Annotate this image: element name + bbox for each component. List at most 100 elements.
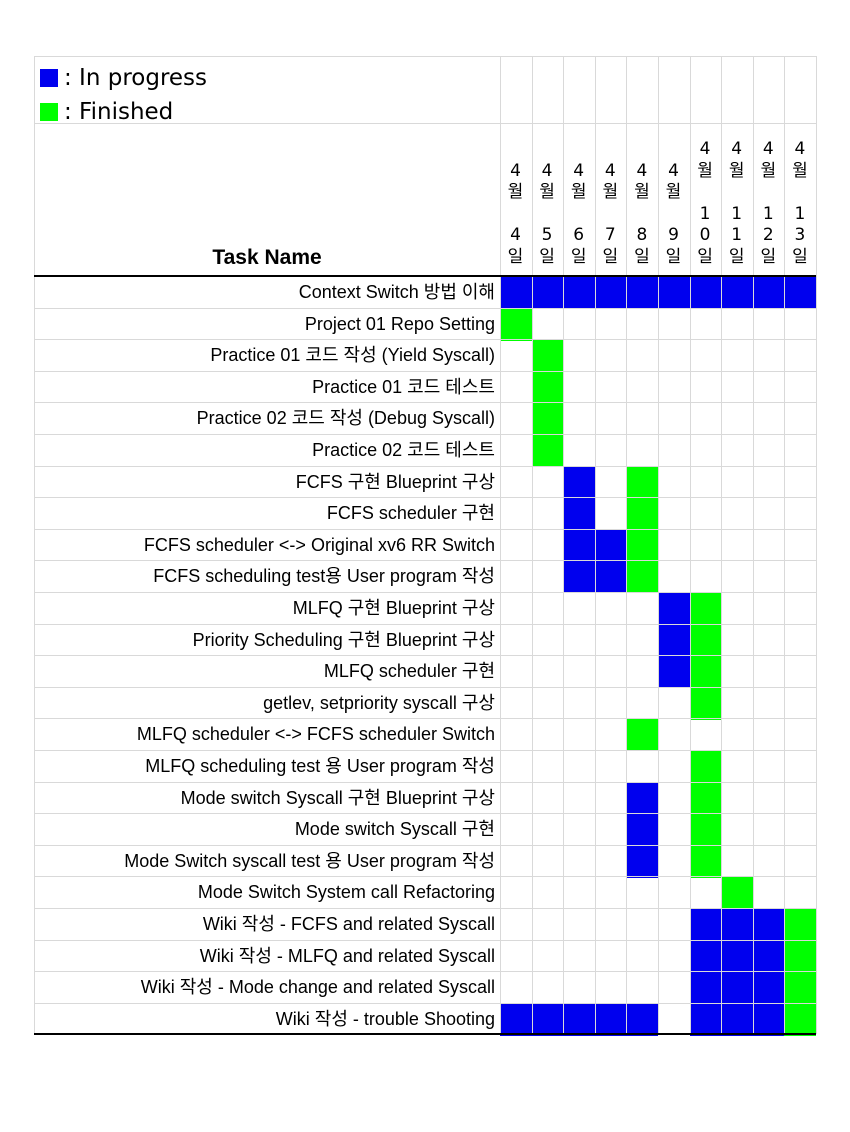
- date-column-header: 4 월 9 일: [658, 161, 689, 269]
- in-progress-cell: [626, 1003, 659, 1036]
- in-progress-cell: [752, 277, 785, 310]
- finished-cell: [626, 529, 659, 562]
- grid-hline: [34, 307, 816, 309]
- date-day: 1 3 일: [792, 203, 808, 267]
- finished-cell: [689, 814, 722, 847]
- in-progress-cell: [500, 277, 533, 310]
- grid-hline: [34, 813, 816, 815]
- legend-swatch-green: [40, 103, 58, 121]
- task-name-cell: Practice 02 코드 테스트: [312, 440, 495, 460]
- task-name-cell: Wiki 작성 - trouble Shooting: [275, 1008, 495, 1029]
- grid-hline: [34, 339, 816, 341]
- task-name-cell: MLFQ 구현 Blueprint 구상: [292, 598, 495, 618]
- finished-cell: [626, 498, 659, 531]
- task-name-header: Task Name: [212, 246, 322, 269]
- legend-swatch-blue: [40, 69, 58, 87]
- in-progress-cell: [626, 277, 659, 310]
- table-bottom-border: [34, 1033, 816, 1036]
- grid-vline: [721, 56, 723, 1035]
- grid-hline: [34, 560, 816, 562]
- grid-vline: [752, 56, 754, 1035]
- in-progress-cell: [752, 1003, 785, 1036]
- in-progress-cell: [563, 1003, 596, 1036]
- in-progress-cell: [689, 940, 722, 973]
- finished-cell: [626, 466, 659, 499]
- grid-vline: [658, 56, 659, 1035]
- in-progress-cell: [721, 277, 754, 310]
- date-column-header: 4 월 7 일: [595, 161, 626, 269]
- finished-cell: [689, 593, 722, 626]
- date-gap: [532, 204, 563, 226]
- date-gap: [626, 204, 657, 226]
- grid-hline: [34, 497, 816, 499]
- finished-cell: [784, 1003, 817, 1036]
- date-month: 4 월: [539, 160, 555, 203]
- grid-vline: [531, 56, 533, 1035]
- in-progress-cell: [658, 593, 691, 626]
- date-month: 4 월: [602, 160, 619, 203]
- finished-cell: [689, 751, 722, 784]
- task-name-cell: Wiki 작성 - FCFS and related Syscall: [202, 914, 495, 934]
- task-name-cell: Mode Switch System call Refactoring: [197, 882, 495, 903]
- finished-cell: [531, 435, 564, 468]
- in-progress-cell: [721, 909, 754, 942]
- grid-vline: [816, 56, 817, 1035]
- finished-cell: [689, 624, 722, 657]
- task-name-cell: FCFS scheduling test용 User program 작성: [153, 566, 495, 587]
- in-progress-cell: [563, 466, 596, 499]
- in-progress-cell: [531, 1003, 564, 1036]
- in-progress-cell: [563, 277, 596, 310]
- task-name-cell: Practice 02 코드 작성 (Debug Syscall): [196, 408, 495, 429]
- in-progress-cell: [658, 656, 691, 689]
- grid-hline: [34, 718, 816, 720]
- date-gap: [658, 204, 689, 226]
- in-progress-cell: [594, 529, 627, 562]
- date-gap: [721, 182, 752, 204]
- in-progress-cell: [563, 561, 596, 594]
- task-name-cell: Mode switch Syscall 구현: [294, 819, 495, 840]
- finished-cell: [784, 940, 817, 973]
- in-progress-cell: [752, 940, 785, 973]
- grid-hline: [34, 750, 816, 751]
- in-progress-cell: [784, 277, 817, 310]
- task-name-cell: getlev, setpriority syscall 구상: [263, 692, 495, 713]
- grid-hline: [34, 1002, 816, 1004]
- task-name-cell: FCFS scheduler <-> Original xv6 RR Switc…: [143, 534, 495, 555]
- task-name-cell: Wiki 작성 - MLFQ and related Syscall: [199, 945, 495, 966]
- date-gap: [690, 182, 721, 204]
- date-month: 4 월: [665, 160, 682, 203]
- grid-hline: [34, 655, 816, 657]
- grid-hline: [34, 370, 816, 372]
- in-progress-cell: [689, 277, 722, 310]
- grid-hline: [34, 939, 816, 941]
- date-month: 4 월: [760, 139, 777, 181]
- in-progress-cell: [658, 277, 691, 310]
- task-name-cell: MLFQ scheduler 구현: [323, 661, 495, 682]
- finished-cell: [531, 403, 564, 436]
- date-gap: [563, 204, 594, 226]
- date-month: 4 월: [697, 139, 713, 181]
- finished-cell: [626, 561, 659, 594]
- date-day: 8 일: [634, 225, 650, 267]
- legend-in-progress: : In progress: [40, 63, 207, 93]
- task-name-cell: Context Switch 방법 이해: [298, 282, 495, 302]
- task-name-cell: Project 01 Repo Setting: [304, 313, 495, 334]
- finished-cell: [784, 972, 817, 1005]
- grid-vline: [784, 56, 786, 1035]
- in-progress-cell: [689, 909, 722, 942]
- task-name-cell: Mode switch Syscall 구현 Blueprint 구상: [180, 787, 495, 808]
- finished-cell: [689, 687, 722, 720]
- header-divider: [34, 275, 816, 277]
- grid-hline: [34, 592, 816, 593]
- grid-hline: [34, 123, 816, 124]
- legend-label: : Finished: [64, 99, 174, 125]
- task-name-cell: MLFQ scheduler <-> FCFS scheduler Switch: [136, 724, 495, 745]
- task-name-cell: Priority Scheduling 구현 Blueprint 구상: [192, 629, 495, 650]
- grid-hline: [34, 876, 816, 878]
- date-column-header: 4 월 5 일: [532, 161, 563, 269]
- in-progress-cell: [594, 1003, 627, 1036]
- grid-vline: [34, 56, 35, 1035]
- in-progress-cell: [721, 940, 754, 973]
- finished-cell: [721, 877, 754, 910]
